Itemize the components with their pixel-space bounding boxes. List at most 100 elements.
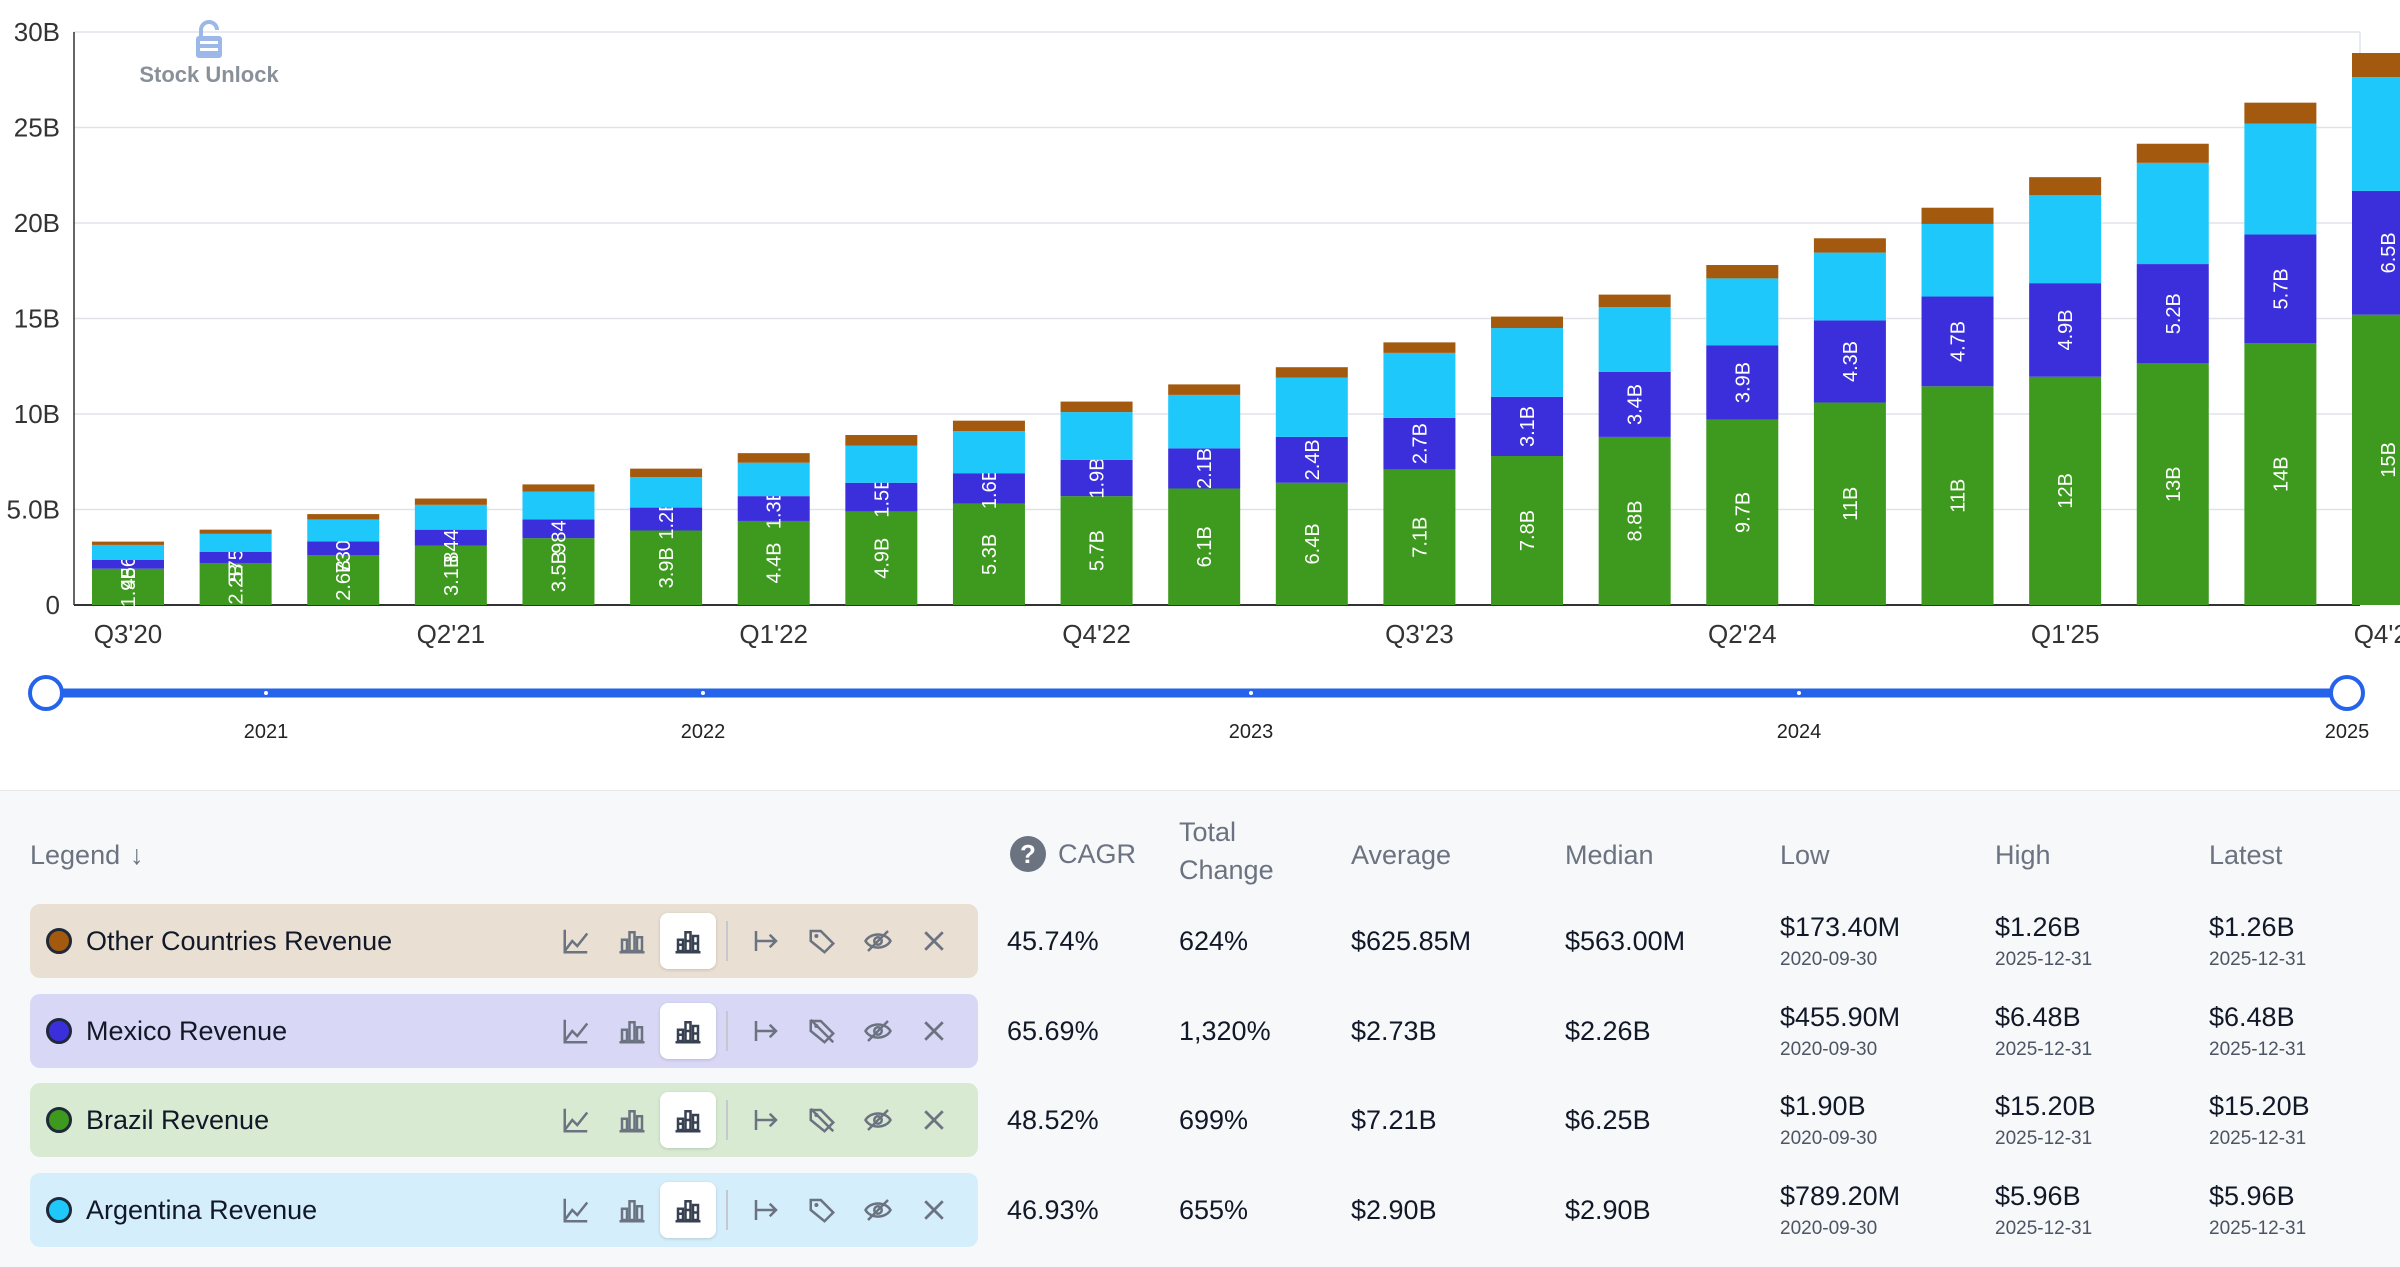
stacked-bar-button[interactable] [660,1182,716,1238]
series-pill[interactable]: Other Countries Revenue [30,904,978,978]
bar-segment [92,560,164,569]
stacked-bar-button[interactable] [660,1003,716,1059]
axis-button[interactable] [738,1003,794,1059]
bar-segment [1168,394,1241,449]
hide-series-icon [864,930,892,952]
legend-sort-header[interactable]: Legend ↓ [30,836,144,874]
bar-data-label: 4.7B [1948,321,1970,362]
axis-button[interactable] [738,1092,794,1148]
bar-segment [1060,459,1133,497]
bar-chart-button[interactable] [604,1182,660,1238]
total-change-header: Total Change [1179,813,1274,889]
series-color-swatch[interactable] [46,1197,72,1223]
bar-segment [2352,53,2400,78]
bar-segment [1598,307,1671,372]
bar-segment [2352,314,2400,605]
range-start-handle[interactable] [28,675,64,711]
series-toolbar [548,904,962,978]
bar-data-label: 8.8B [1625,500,1647,541]
median-value: $2.26B [1565,1015,1651,1046]
series-toolbar [548,994,962,1068]
axis-button[interactable] [738,1182,794,1238]
remove-series-button[interactable] [906,1182,962,1238]
series-color-swatch[interactable] [46,1107,72,1133]
remove-series-button[interactable] [906,1092,962,1148]
bar-segment [952,503,1025,605]
remove-series-button[interactable] [906,1003,962,1059]
labels-off-button[interactable] [794,1092,850,1148]
low-cell: $789.20M 2020-09-30 [1780,1173,1900,1247]
series-pill[interactable]: Brazil Revenue [30,1083,978,1157]
stacked-bar-icon [675,1021,701,1044]
line-chart-button[interactable] [548,913,604,969]
bar-chart-button[interactable] [604,1092,660,1148]
bar-chart-button[interactable] [604,1003,660,1059]
help-icon[interactable]: ? [1010,836,1046,872]
bar-segment [1491,396,1564,457]
total-change-cell: 1,320% [1179,994,1271,1068]
bar-chart-button[interactable] [604,913,660,969]
stacked-bar-button[interactable] [660,913,716,969]
series-color-swatch[interactable] [46,928,72,954]
bar-data-label: 12B [2055,473,2077,509]
bar-segment [1598,371,1671,437]
hide-series-button[interactable] [850,913,906,969]
bar-segment [1813,238,1886,253]
average-cell: $2.73B [1351,994,1437,1068]
total-change-cell: 699% [1179,1083,1248,1157]
labels-button[interactable] [794,1182,850,1238]
bar-segment [737,520,810,605]
bar-segment [845,445,918,483]
labels-off-button[interactable] [794,1003,850,1059]
bar-segment [952,473,1025,504]
hide-series-button[interactable] [850,1003,906,1059]
series-pill[interactable]: Mexico Revenue [30,994,978,1068]
y-tick-label: 25B [14,113,60,143]
bar-data-label: 3.9B [1732,362,1754,403]
bar-data-label: 4.9B [2055,309,2077,350]
series-color-swatch[interactable] [46,1018,72,1044]
slider-tick [1249,691,1253,695]
line-chart-icon [563,929,589,954]
bar-segment [952,431,1025,474]
legend-row: Other Countries Revenue 45.74% 624% $625… [0,904,2400,978]
low-cell: $1.90B 2020-09-30 [1780,1083,1877,1157]
hide-series-icon [864,1109,892,1131]
line-chart-icon [563,1198,589,1223]
cagr-cell: 48.52% [1007,1083,1099,1157]
legend-header-label: Legend [30,840,121,870]
bar-data-label: 4.9B [871,538,893,579]
low-value: $789.20M [1780,1180,1901,1211]
hide-series-button[interactable] [850,1092,906,1148]
series-pill[interactable]: Argentina Revenue [30,1173,978,1247]
toolbar-divider [726,1190,728,1230]
line-chart-button[interactable] [548,1003,604,1059]
bar-segment [1275,482,1348,605]
line-chart-button[interactable] [548,1092,604,1148]
lock-logo-icon [196,20,222,58]
bar-segment [1813,402,1886,605]
bar-segment [1706,419,1779,605]
slider-tick [1797,691,1801,695]
stacked-bar-button[interactable] [660,1092,716,1148]
range-end-handle[interactable] [2329,675,2365,711]
bar-data-label: 5.2B [2163,293,2185,334]
axis-button[interactable] [738,913,794,969]
bar-segment [737,453,810,463]
median-header: Median [1565,840,1654,870]
remove-series-button[interactable] [906,913,962,969]
y-tick-label: 30B [14,17,60,47]
labels-button[interactable] [794,913,850,969]
latest-value: $6.48B [2209,1001,2295,1032]
low-value: $455.90M [1780,1001,1901,1032]
hide-series-button[interactable] [850,1182,906,1238]
bar-segment [2029,376,2102,605]
bar-segment [2244,343,2317,605]
average-value: $2.90B [1351,1194,1437,1225]
bar-segment [199,562,272,605]
bar-segment [199,551,272,563]
legend-table: Legend ↓ ? CAGR Total Change Average Med… [0,790,2400,1267]
line-chart-button[interactable] [548,1182,604,1238]
bar-segment [2352,190,2400,315]
bar-segment [630,477,703,508]
